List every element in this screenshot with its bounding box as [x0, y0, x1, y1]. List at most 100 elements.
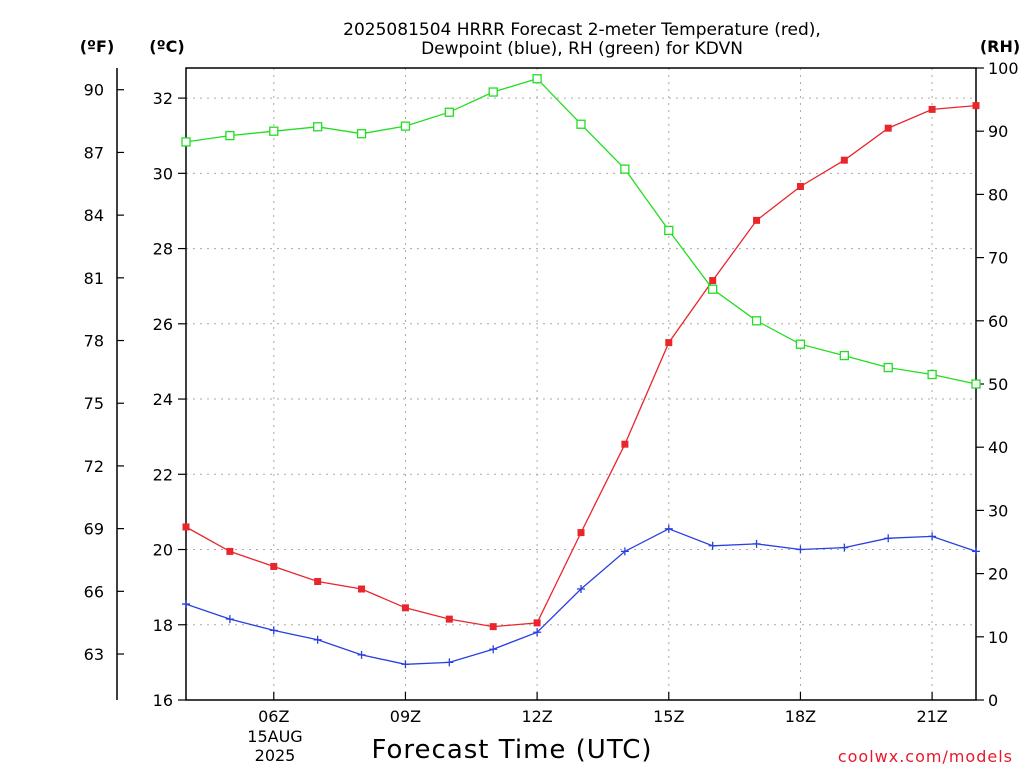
data-point [972, 547, 980, 556]
fahrenheit-unit-label: (ºF) [80, 37, 115, 56]
data-point [884, 534, 893, 543]
data-point [708, 541, 717, 550]
data-point [533, 628, 542, 637]
data-point [796, 183, 804, 190]
data-series [181, 74, 981, 669]
celsius-tick-label: 16 [153, 691, 173, 710]
date-label-line-2: 2025 [255, 746, 296, 765]
series-celsius-plus [182, 524, 980, 669]
fahrenheit-tick-label: 84 [84, 206, 104, 225]
celsius-tick-label: 24 [153, 390, 173, 409]
data-point [489, 623, 497, 631]
grid-lines [186, 68, 976, 700]
data-point [883, 362, 893, 373]
fahrenheit-tick-label: 72 [84, 457, 104, 476]
data-point [182, 523, 190, 531]
data-point [972, 102, 980, 110]
data-point [665, 339, 673, 347]
data-point [225, 130, 235, 141]
fahrenheit-tick-label: 90 [84, 81, 104, 100]
fahrenheit-tick-label: 63 [84, 645, 104, 664]
data-point [576, 119, 586, 129]
rh-tick-label: 40 [988, 438, 1008, 457]
data-point [533, 619, 541, 627]
celsius-tick-label: 32 [153, 89, 173, 108]
data-point [225, 615, 234, 624]
celsius-tick-label: 18 [153, 616, 173, 635]
series-rh-open-square [181, 74, 981, 389]
data-point [971, 379, 981, 389]
data-point [313, 122, 323, 132]
chart-title-line-1: 2025081504 HRRR Forecast 2-meter Tempera… [343, 20, 821, 40]
celsius-tick-label: 28 [153, 240, 173, 259]
data-point [358, 585, 366, 593]
plot-frame [185, 67, 977, 701]
fahrenheit-tick-label: 66 [84, 582, 104, 601]
x-tick-label: 21Z [916, 707, 947, 726]
data-point [709, 277, 717, 285]
data-point [357, 650, 366, 659]
data-point [840, 156, 848, 164]
axes: 06Z 09Z 12Z 15Z 18Z 21Z 16 18 20 22 24 26 28 30 32 63 66… [84, 59, 1019, 726]
data-point [752, 539, 761, 548]
fahrenheit-tick-label: 78 [84, 332, 104, 351]
date-label-line-1: 15AUG [247, 727, 302, 746]
data-point [664, 225, 674, 236]
data-point [927, 369, 937, 380]
data-point [269, 126, 279, 136]
fahrenheit-tick-label: 87 [84, 143, 104, 162]
data-point [401, 604, 409, 612]
rh-tick-label: 80 [988, 185, 1008, 204]
data-point [270, 562, 278, 570]
x-tick-label: 12Z [521, 707, 552, 726]
data-point [884, 124, 892, 132]
series-line [185, 528, 977, 665]
rh-tick-label: 60 [988, 312, 1008, 331]
data-point [840, 543, 849, 552]
series-line [185, 104, 977, 628]
x-tick-label: 15Z [653, 707, 684, 726]
fahrenheit-tick-label: 75 [84, 394, 104, 413]
credit-label: coolwx.com/models [838, 747, 1013, 766]
data-point [269, 626, 278, 635]
celsius-tick-label: 20 [153, 541, 173, 560]
data-point [577, 585, 585, 594]
data-point [401, 660, 410, 669]
rh-tick-label: 30 [988, 501, 1008, 520]
data-point [313, 635, 322, 644]
celsius-tick-label: 26 [153, 315, 173, 334]
celsius-unit-label: (ºC) [149, 37, 184, 56]
fahrenheit-tick-label: 69 [84, 520, 104, 539]
data-point [445, 658, 454, 667]
data-point [577, 529, 585, 537]
data-point [928, 532, 937, 541]
data-point [400, 121, 411, 131]
rh-unit-label: (RH) [980, 37, 1020, 56]
data-point [488, 87, 498, 97]
data-point [444, 107, 454, 117]
data-point [620, 164, 630, 174]
data-point [532, 74, 542, 84]
rh-tick-label: 90 [988, 122, 1008, 141]
chart-title-line-2: Dewpoint (blue), RH (green) for KDVN [421, 39, 743, 59]
rh-tick-label: 70 [988, 249, 1008, 268]
data-point [664, 524, 673, 533]
data-point [226, 547, 234, 555]
rh-tick-label: 0 [988, 691, 998, 710]
data-point [489, 645, 498, 654]
data-point [621, 440, 629, 448]
data-point [928, 105, 936, 113]
celsius-tick-label: 30 [153, 164, 173, 183]
x-tick-label: 09Z [390, 707, 421, 726]
x-axis-label: Forecast Time (UTC) [371, 735, 652, 765]
rh-tick-label: 50 [988, 375, 1008, 394]
data-point [796, 545, 805, 554]
data-point [708, 284, 718, 294]
data-point [182, 600, 190, 609]
data-point [753, 216, 761, 224]
rh-tick-label: 100 [988, 59, 1019, 78]
x-tick-label: 06Z [258, 707, 289, 726]
series-celsius-filled-square [182, 102, 980, 631]
celsius-tick-label: 22 [153, 465, 173, 484]
